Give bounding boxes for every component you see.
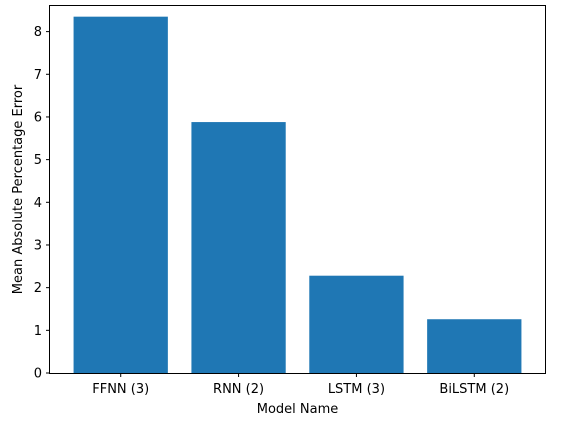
- x-tick-label-3: BiLSTM (2): [439, 382, 509, 397]
- bar-2: [309, 275, 404, 373]
- y-tick-label-6: 6: [34, 110, 42, 125]
- y-tick-label-2: 2: [34, 281, 42, 296]
- bar-3: [427, 319, 522, 373]
- bars-layer: [73, 16, 522, 373]
- y-tick-label-7: 7: [34, 68, 42, 83]
- axes-layer: [49, 5, 546, 374]
- x-axis-label: Model Name: [257, 402, 339, 417]
- y-tick-label-1: 1: [34, 324, 42, 339]
- y-axis-ticks: 0 1 2 3 4 5 6 7 8: [34, 25, 50, 382]
- y-tick-label-0: 0: [34, 367, 42, 382]
- y-tick-label-5: 5: [34, 153, 42, 168]
- bar-1: [191, 122, 286, 373]
- y-axis-label: Mean Absolute Percentage Error: [11, 84, 26, 294]
- plot-frame: [49, 5, 546, 374]
- y-tick-label-4: 4: [34, 196, 42, 211]
- x-tick-label-2: LSTM (3): [328, 382, 385, 397]
- bar-0: [73, 16, 168, 373]
- x-axis-ticks: FFNN (3) RNN (2) LSTM (3) BiLSTM (2): [92, 373, 509, 397]
- x-tick-label-0: FFNN (3): [92, 382, 149, 397]
- x-tick-label-1: RNN (2): [213, 382, 264, 397]
- y-tick-label-8: 8: [34, 25, 42, 40]
- y-tick-label-3: 3: [34, 238, 42, 253]
